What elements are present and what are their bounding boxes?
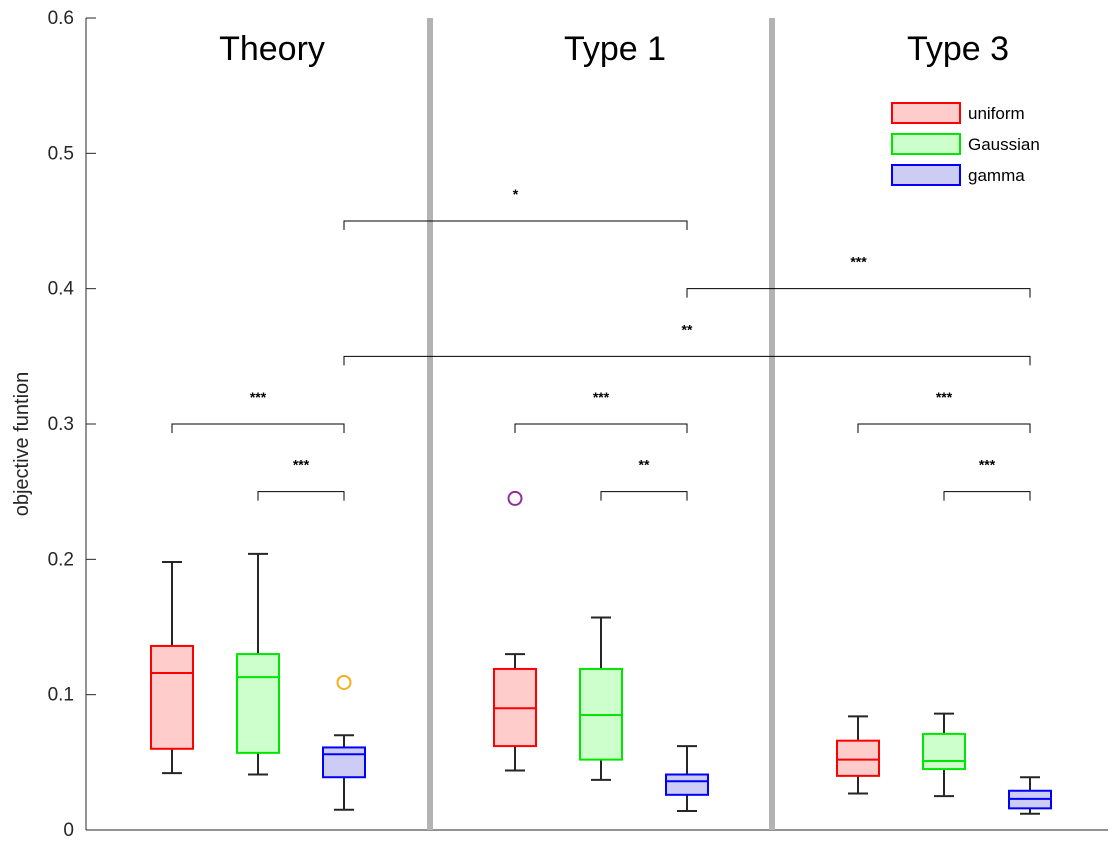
box-type-1-gamma [665,745,709,813]
legend-swatch-gamma [891,164,961,186]
box-iqr [322,746,366,779]
group-label: Type 3 [907,30,1009,68]
significance-bracket [600,491,688,501]
group-label: Theory [219,30,325,68]
y-tick-label: 0.6 [48,8,74,29]
box-type-3-gaussian [922,712,966,798]
y-tick-label: 0.2 [48,549,74,570]
y-tick-label: 0 [63,820,74,841]
group-separators [427,18,775,830]
significance-label: ** [682,321,693,337]
significance-bracket [514,423,688,433]
box-iqr [236,653,280,754]
significance-bracket [343,220,688,230]
box-type-3-gamma [1008,776,1052,815]
group-label: Type 1 [564,30,666,68]
significance-label: *** [293,457,310,473]
box-iqr [836,739,880,777]
box-type-1-gaussian [579,616,623,781]
legend-label-gamma: gamma [968,166,1025,185]
box-iqr [665,773,709,796]
significance-bracket [171,423,345,433]
significance-bracket [686,288,1031,298]
y-tick-label: 0.4 [48,279,75,300]
legend-swatch-uniform [891,102,961,124]
significance-label: *** [936,389,953,405]
box-theory-uniform [150,561,194,775]
box-theory-gamma [322,674,366,811]
significance-label: *** [979,457,996,473]
axes: 0 0.1 0.2 0.3 0.4 0.5 0.6 objective funtion [11,8,1108,841]
y-tick-label: 0.1 [48,685,74,706]
box-type-3-uniform [836,715,880,795]
significance-bracket [257,491,345,501]
significance-label: *** [593,389,610,405]
boxes [150,490,1052,815]
legend-label-gaussian: Gaussian [968,135,1040,154]
legend-label-uniform: uniform [968,104,1025,123]
significance-bracket [343,355,1031,366]
group-labels: Theory Type 1 Type 3 [219,30,1009,68]
box-type-1-uniform [493,490,537,772]
significance-label: *** [850,254,867,270]
y-tick-label: 0.5 [48,143,74,164]
box-iqr [150,644,194,750]
box-theory-gaussian [236,552,280,776]
outlier-point [507,490,523,506]
significance-label: *** [250,389,267,405]
significance-label: ** [639,457,650,473]
significance-label: * [513,186,519,202]
box-iqr [922,732,966,771]
y-axis-label: objective funtion [11,372,33,517]
outlier-point [336,674,352,690]
significance-bracket [943,491,1031,501]
significance-brackets: *********************** [171,186,1031,501]
significance-bracket [857,423,1031,433]
legend: uniform Gaussian gamma [891,102,1040,186]
y-tick-label: 0.3 [48,414,74,435]
legend-swatch-gaussian [891,133,961,155]
